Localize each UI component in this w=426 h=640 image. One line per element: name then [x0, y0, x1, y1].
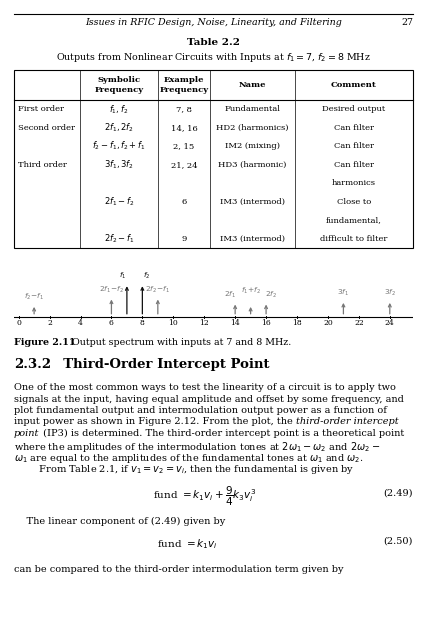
- Text: (2.49): (2.49): [383, 489, 412, 498]
- Text: 20: 20: [322, 319, 332, 327]
- Text: (2.50): (2.50): [383, 537, 412, 546]
- Text: 16: 16: [261, 319, 271, 327]
- Text: The linear component of (2.49) given by: The linear component of (2.49) given by: [14, 517, 225, 526]
- Text: fund $= k_1 v_i$: fund $= k_1 v_i$: [157, 537, 218, 551]
- Text: Issues in RFIC Design, Noise, Linearity, and Filtering: Issues in RFIC Design, Noise, Linearity,…: [85, 18, 341, 27]
- Text: $2f_1\!-\!f_2$: $2f_1\!-\!f_2$: [99, 284, 124, 294]
- Text: where the amplitudes of the intermodulation tones at $2\omega_1 - \omega_2$ and : where the amplitudes of the intermodulat…: [14, 440, 379, 454]
- Text: input power as shown in Figure 2.12. From the plot, the: input power as shown in Figure 2.12. Fro…: [14, 417, 295, 426]
- Text: 6: 6: [181, 198, 186, 205]
- Text: IM3 (intermod): IM3 (intermod): [219, 235, 284, 243]
- Text: 6: 6: [109, 319, 114, 327]
- Text: 8: 8: [140, 319, 144, 327]
- Text: 4: 4: [78, 319, 83, 327]
- Text: $2f_1 - f_2$: $2f_1 - f_2$: [104, 195, 134, 208]
- Text: 0: 0: [16, 319, 21, 327]
- Text: (IP3) is determined. The third-order intercept point is a theoretical point: (IP3) is determined. The third-order int…: [40, 429, 404, 438]
- Text: $2f_2\!-\!f_1$: $2f_2\!-\!f_1$: [145, 284, 170, 294]
- Text: fundamental,: fundamental,: [325, 216, 381, 224]
- Text: $2f_1$: $2f_1$: [224, 289, 236, 300]
- Text: difficult to filter: difficult to filter: [320, 235, 387, 243]
- Text: 2, 15: 2, 15: [173, 142, 194, 150]
- Text: $f_1, f_2$: $f_1, f_2$: [109, 103, 128, 115]
- Text: $\omega_1$ are equal to the amplitudes of the fundamental tones at $\omega_1$ an: $\omega_1$ are equal to the amplitudes o…: [14, 452, 363, 465]
- Text: $3f_1, 3f_2$: $3f_1, 3f_2$: [104, 159, 134, 171]
- Text: $f_2 - f_1, f_2 + f_1$: $f_2 - f_1, f_2 + f_1$: [92, 140, 146, 152]
- Text: 2: 2: [47, 319, 52, 327]
- Text: From Table 2.1, if $v_1 = v_2 = v_i$, then the fundamental is given by: From Table 2.1, if $v_1 = v_2 = v_i$, th…: [14, 463, 354, 477]
- Text: fund $= k_1 v_i + \dfrac{9}{4} k_3 v_i^3$: fund $= k_1 v_i + \dfrac{9}{4} k_3 v_i^3…: [153, 485, 256, 508]
- Text: 22: 22: [353, 319, 363, 327]
- Text: Second order: Second order: [18, 124, 75, 132]
- Text: plot fundamental output and intermodulation output power as a function of: plot fundamental output and intermodulat…: [14, 406, 386, 415]
- Text: $3f_1$: $3f_1$: [337, 288, 348, 298]
- Text: First order: First order: [18, 105, 64, 113]
- Text: Table 2.2: Table 2.2: [187, 38, 239, 47]
- Text: Desired output: Desired output: [322, 105, 385, 113]
- Text: HD3 (harmonic): HD3 (harmonic): [218, 161, 286, 169]
- Text: 9: 9: [181, 235, 186, 243]
- Text: 14, 16: 14, 16: [170, 124, 197, 132]
- Text: Can filter: Can filter: [333, 124, 373, 132]
- Text: 12: 12: [199, 319, 209, 327]
- Text: One of the most common ways to test the linearity of a circuit is to apply two: One of the most common ways to test the …: [14, 383, 395, 392]
- Text: Close to: Close to: [336, 198, 370, 205]
- Text: signals at the input, having equal amplitude and offset by some frequency, and: signals at the input, having equal ampli…: [14, 394, 403, 403]
- Text: $f_2$: $f_2$: [143, 271, 150, 282]
- Text: third-order intercept: third-order intercept: [295, 417, 397, 426]
- Text: $f_1$: $f_1$: [118, 271, 126, 282]
- Text: $f_1\!+\!f_2$: $f_1\!+\!f_2$: [240, 285, 260, 296]
- Text: $2f_1, 2f_2$: $2f_1, 2f_2$: [104, 122, 134, 134]
- Text: Example
Frequency: Example Frequency: [159, 76, 208, 94]
- Text: Fundamental: Fundamental: [224, 105, 280, 113]
- Text: IM2 (mixing): IM2 (mixing): [225, 142, 279, 150]
- Text: point: point: [14, 429, 39, 438]
- Bar: [14, 70, 412, 248]
- Text: 18: 18: [291, 319, 301, 327]
- Text: 10: 10: [168, 319, 178, 327]
- Text: 2.3.2: 2.3.2: [14, 358, 51, 371]
- Text: harmonics: harmonics: [331, 179, 375, 188]
- Text: 7, 8: 7, 8: [176, 105, 192, 113]
- Text: Third order: Third order: [18, 161, 67, 169]
- Text: HD2 (harmonics): HD2 (harmonics): [216, 124, 288, 132]
- Text: IM3 (intermod): IM3 (intermod): [219, 198, 284, 205]
- Text: Can filter: Can filter: [333, 142, 373, 150]
- Text: 21, 24: 21, 24: [170, 161, 197, 169]
- Text: Symbolic
Frequency: Symbolic Frequency: [94, 76, 143, 94]
- Text: 24: 24: [384, 319, 394, 327]
- Text: 14: 14: [230, 319, 239, 327]
- Text: Outputs from Nonlinear Circuits with Inputs at $f_1 = 7$, $f_2 = 8$ MHz: Outputs from Nonlinear Circuits with Inp…: [56, 51, 370, 64]
- Text: $2f_2$: $2f_2$: [264, 289, 276, 300]
- Text: Output spectrum with inputs at 7 and 8 MHz.: Output spectrum with inputs at 7 and 8 M…: [66, 338, 291, 347]
- Text: 27: 27: [400, 18, 412, 27]
- Text: Figure 2.11: Figure 2.11: [14, 338, 75, 347]
- Text: Third-Order Intercept Point: Third-Order Intercept Point: [54, 358, 269, 371]
- Text: $2f_2 - f_1$: $2f_2 - f_1$: [104, 232, 134, 245]
- Text: Can filter: Can filter: [333, 161, 373, 169]
- Text: can be compared to the third-order intermodulation term given by: can be compared to the third-order inter…: [14, 565, 343, 574]
- Text: Name: Name: [238, 81, 266, 89]
- Text: Comment: Comment: [330, 81, 376, 89]
- Text: $3f_2$: $3f_2$: [383, 288, 395, 298]
- Text: $f_2\!-\!f_1$: $f_2\!-\!f_1$: [24, 292, 44, 302]
